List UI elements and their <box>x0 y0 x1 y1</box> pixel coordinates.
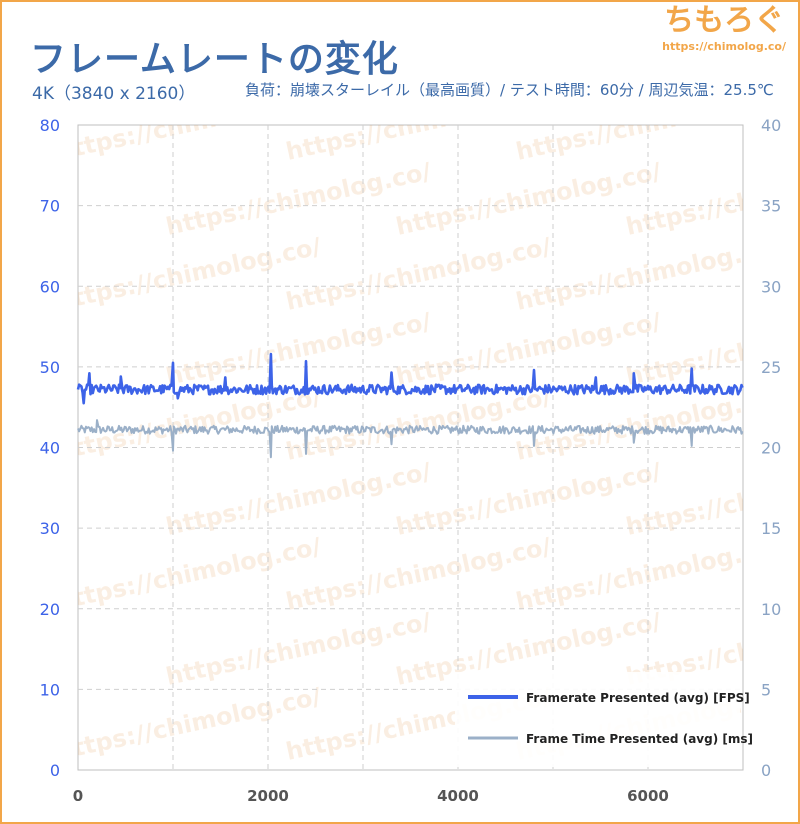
legend-label: Framerate Presented (avg) [FPS] <box>526 691 750 705</box>
y-tick-label-right: 30 <box>761 277 781 296</box>
y-tick-label-right: 35 <box>761 197 781 216</box>
y-tick-label-left: 70 <box>40 197 60 216</box>
y-tick-label-left: 30 <box>40 519 60 538</box>
test-conditions-subtitle: 負荷：崩壊スターレイル（最高画質）/ テスト時間：60分 / 周辺気温：25.5… <box>245 81 774 99</box>
y-tick-label-left: 20 <box>40 600 60 619</box>
y-tick-label-right: 40 <box>761 116 781 135</box>
x-tick-label: 6000 <box>627 787 669 805</box>
x-tick-label: 4000 <box>437 787 479 805</box>
legend-box <box>455 672 740 767</box>
y-tick-label-left: 60 <box>40 277 60 296</box>
page-title: フレームレートの変化 <box>30 39 399 80</box>
x-tick-label: 2000 <box>247 787 289 805</box>
y-tick-label-left: 10 <box>40 680 60 699</box>
logo-url: https://chimolog.co/ <box>662 40 786 53</box>
legend-label: Frame Time Presented (avg) [ms] <box>526 732 753 746</box>
y-tick-label-right: 10 <box>761 600 781 619</box>
y-tick-label-right: 0 <box>761 761 771 780</box>
legend: Framerate Presented (avg) [FPS] Frame Tim… <box>455 672 753 767</box>
y-tick-label-right: 20 <box>761 439 781 458</box>
y-tick-label-left: 0 <box>50 761 60 780</box>
y-tick-label-left: 50 <box>40 358 60 377</box>
frametime-series-line <box>77 419 744 459</box>
x-tick-label: 0 <box>73 787 83 805</box>
resolution-subtitle: 4K（3840 x 2160） <box>32 84 196 104</box>
y-tick-label-left: 40 <box>40 439 60 458</box>
logo-text: ちもろぐ <box>664 3 785 38</box>
framerate-series-line <box>76 352 744 405</box>
y-tick-label-right: 25 <box>761 358 781 377</box>
y-tick-label-right: 5 <box>761 680 771 699</box>
y-tick-label-left: 80 <box>40 116 60 135</box>
y-tick-label-right: 15 <box>761 519 781 538</box>
site-logo: ちもろぐ https://chimolog.co/ <box>662 3 786 54</box>
